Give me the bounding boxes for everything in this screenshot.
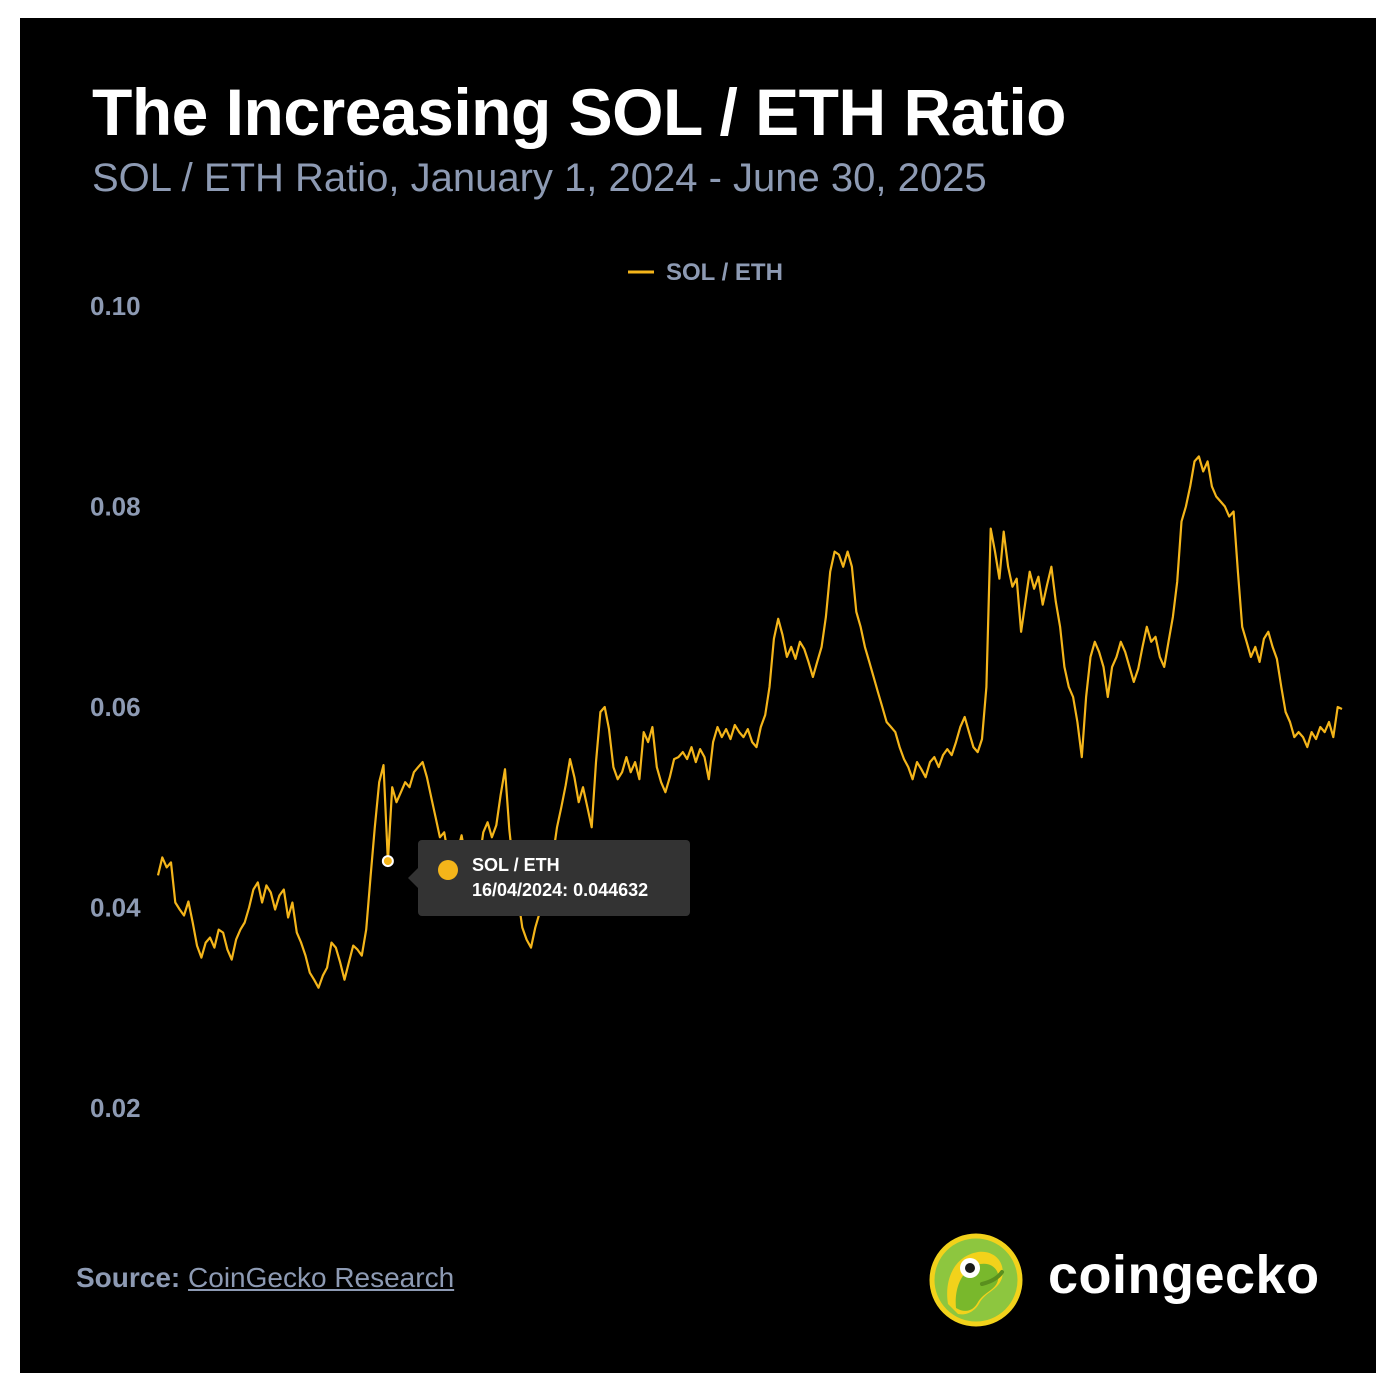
- source-link[interactable]: CoinGecko Research: [188, 1262, 455, 1293]
- gecko-logo-icon: [929, 1233, 1023, 1327]
- line-chart: SOL / ETH 0.10 0.08 0.06 0.04 0.02: [90, 259, 1343, 1123]
- legend-label: SOL / ETH: [666, 259, 783, 286]
- chart-legend[interactable]: SOL / ETH: [628, 259, 783, 286]
- chart-title: The Increasing SOL / ETH Ratio: [92, 75, 1066, 149]
- series-layer: [156, 455, 1343, 989]
- y-tick-label: 0.04: [90, 893, 141, 923]
- hover-layer: [381, 855, 394, 868]
- y-axis: 0.10 0.08 0.06 0.04 0.02: [90, 291, 141, 1123]
- series-line-sol-eth[interactable]: [156, 455, 1343, 989]
- source-label: Source:: [76, 1262, 181, 1293]
- y-tick-label: 0.02: [90, 1093, 141, 1123]
- brand-logo[interactable]: coingecko: [928, 1232, 1348, 1328]
- y-tick-label: 0.10: [90, 291, 141, 321]
- y-tick-label: 0.08: [90, 492, 141, 522]
- brand-wordmark: coingecko: [1048, 1245, 1320, 1305]
- chart-subtitle: SOL / ETH Ratio, January 1, 2024 - June …: [92, 156, 987, 200]
- y-tick-label: 0.06: [90, 692, 141, 722]
- chart-card: The Increasing SOL / ETH Ratio SOL / ETH…: [20, 18, 1376, 1373]
- source-credit: Source: CoinGecko Research: [76, 1262, 454, 1294]
- tooltip-series-dot: [438, 860, 458, 880]
- data-tooltip: SOL / ETH 16/04/2024: 0.044632: [408, 840, 690, 916]
- tooltip-value: 16/04/2024: 0.044632: [472, 880, 649, 900]
- tooltip-series-name: SOL / ETH: [472, 855, 560, 875]
- hover-point[interactable]: [381, 855, 394, 868]
